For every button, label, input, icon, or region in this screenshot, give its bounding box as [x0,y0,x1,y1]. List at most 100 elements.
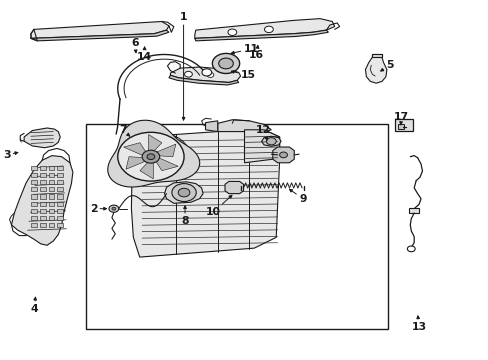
Polygon shape [217,120,271,132]
Circle shape [178,188,189,197]
Text: 6: 6 [131,38,139,53]
Bar [31,173,37,177]
Circle shape [202,69,211,76]
Bar [48,173,54,177]
Bar [48,194,54,199]
Bar [40,202,45,206]
Bar [31,223,37,227]
Circle shape [118,132,183,181]
Bar [57,166,63,170]
Bar [48,166,54,170]
Polygon shape [107,120,199,187]
Text: 8: 8 [181,206,188,226]
Polygon shape [140,160,153,179]
Bar [86,125,387,329]
Bar [48,216,54,220]
Polygon shape [170,67,240,82]
Polygon shape [224,181,243,194]
Polygon shape [164,182,203,203]
Circle shape [171,184,196,202]
Polygon shape [131,129,279,257]
Text: 16: 16 [249,45,264,60]
Bar [57,180,63,184]
Bar [57,187,63,192]
Polygon shape [126,157,146,169]
Text: 14: 14 [137,47,152,62]
Bar [48,223,54,227]
Polygon shape [123,143,147,156]
Circle shape [279,152,287,158]
Circle shape [109,205,119,212]
Bar [40,209,45,213]
Bar [40,216,45,220]
Polygon shape [371,54,381,57]
Bar [57,216,63,220]
Bar [57,223,63,227]
Polygon shape [194,30,328,41]
Text: 10: 10 [206,195,231,217]
Text: 15: 15 [231,70,255,80]
Polygon shape [169,75,238,85]
Bar [397,125,404,129]
Bar [48,180,54,184]
Bar [40,180,45,184]
Circle shape [407,246,414,252]
Text: 3: 3 [3,150,18,160]
Polygon shape [272,147,294,163]
Bar [31,187,37,192]
Bar [40,223,45,227]
Circle shape [212,53,239,73]
Polygon shape [148,135,162,153]
Bar [57,173,63,177]
Polygon shape [11,156,73,245]
Polygon shape [244,130,279,163]
Bar [408,208,418,213]
Text: 7: 7 [119,125,129,136]
Bar [40,194,45,199]
Circle shape [218,58,233,69]
Bar [57,202,63,206]
Bar [57,209,63,213]
Polygon shape [205,121,217,132]
Circle shape [147,154,155,159]
Circle shape [266,138,276,145]
Polygon shape [31,22,169,39]
Polygon shape [154,157,178,171]
Polygon shape [24,128,60,148]
Text: 13: 13 [411,316,426,332]
Bar [31,216,37,220]
Bar [31,202,37,206]
Circle shape [184,71,192,77]
Text: 1: 1 [180,12,187,120]
Bar [31,180,37,184]
Text: 17: 17 [393,112,408,125]
Text: 12: 12 [256,125,271,140]
Bar [219,65,233,69]
Bar [31,209,37,213]
Bar [40,187,45,192]
Polygon shape [194,19,334,39]
Bar [371,54,381,57]
Bar [48,209,54,213]
Circle shape [264,26,273,33]
Circle shape [112,207,116,210]
Circle shape [206,72,213,77]
Circle shape [142,150,160,163]
Polygon shape [31,30,169,41]
Text: 2: 2 [89,204,106,214]
Bar [57,194,63,199]
Bar [31,194,37,199]
Bar [394,119,412,131]
Text: 9: 9 [289,189,306,204]
Polygon shape [365,57,386,83]
Polygon shape [261,136,281,146]
Bar [48,202,54,206]
Circle shape [227,29,236,36]
Bar [40,166,45,170]
Polygon shape [155,144,176,157]
Text: 11: 11 [231,44,258,54]
Text: 5: 5 [380,60,393,71]
Bar [48,187,54,192]
Text: 4: 4 [30,297,38,314]
Bar [40,173,45,177]
